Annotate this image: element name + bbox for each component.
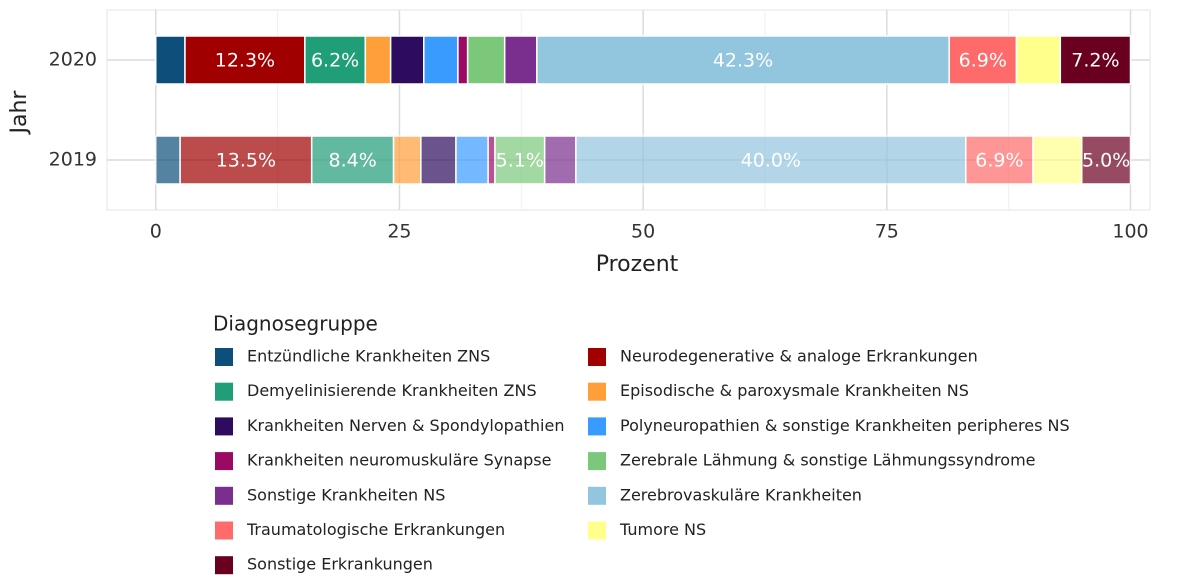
plot-frame	[106, 9, 1151, 211]
bar-segment	[455, 135, 489, 185]
bar-segment	[364, 35, 392, 85]
legend-label: Polyneuropathien & sonstige Krankheiten …	[620, 416, 1070, 435]
y-tick-label: 2020	[49, 49, 97, 71]
value-label: 40.0%	[741, 150, 801, 172]
legend-label: Entzündliche Krankheiten ZNS	[247, 347, 490, 366]
value-label: 13.5%	[216, 150, 276, 172]
bar-segment	[466, 35, 506, 85]
bar-segment	[1081, 135, 1132, 185]
x-tick-label: 100	[1112, 221, 1148, 243]
value-label: 12.3%	[215, 50, 275, 72]
legend-label: Sonstige Erkrankungen	[247, 555, 433, 574]
legend-swatch	[588, 486, 606, 505]
bar-segment	[503, 35, 538, 85]
bar-segment	[154, 135, 181, 185]
bar-group: 12.3% 6.2% 42.3% 6.9% 7.2%	[154, 35, 1132, 85]
bar-segment	[965, 135, 1034, 185]
legend-label: Krankheiten Nerven & Spondylopathien	[247, 416, 564, 435]
bar-segment	[543, 135, 577, 185]
bar-segment	[420, 135, 457, 185]
legend-swatch	[215, 521, 233, 540]
legend-label: Tumore NS	[619, 520, 706, 539]
value-label: 6.9%	[959, 50, 1007, 72]
bar-segment	[1032, 135, 1083, 185]
legend-label: Episodische & paroxysmale Krankheiten NS	[620, 381, 969, 400]
bar-segment	[179, 135, 313, 185]
legend-label: Zerebrale Lähmung & sonstige Lähmungssyn…	[620, 451, 1036, 470]
bar-segment	[1015, 35, 1062, 85]
y-axis-title: Jahr	[7, 90, 32, 136]
legend-label: Zerebrovaskuläre Krankheiten	[620, 485, 862, 504]
legend-swatch	[588, 452, 606, 471]
legend-swatch	[215, 556, 233, 575]
x-tick-label: 0	[150, 221, 162, 243]
bar-segment	[389, 35, 425, 85]
legend-swatch	[215, 382, 233, 401]
value-label: 5.1%	[496, 150, 544, 172]
bar-segment	[457, 35, 469, 85]
bar-segment	[154, 35, 186, 85]
bar-segment	[948, 35, 1018, 85]
legend-swatch	[588, 521, 606, 540]
bar-group: 13.5% 8.4% 5.1% 40.0% 6.9% 5.0%	[154, 135, 1132, 185]
legend-title: Diagnosegruppe	[213, 312, 378, 336]
bar-segment	[184, 35, 306, 85]
legend-label: Sonstige Krankheiten NS	[247, 485, 445, 504]
legend-swatch	[588, 348, 606, 366]
x-tick-label: 50	[631, 221, 655, 243]
legend-label: Demyelinisierende Krankheiten ZNS	[247, 381, 537, 400]
value-label: 5.0%	[1082, 150, 1130, 172]
legend-swatch	[215, 486, 233, 505]
legend-label: Traumatologische Erkrankungen	[246, 520, 505, 539]
legend-label: Krankheiten neuromuskuläre Synapse	[247, 451, 551, 470]
bar-segment	[392, 135, 422, 185]
bar-segment	[487, 135, 496, 185]
legend-label: Neurodegenerative & analoge Erkrankungen	[620, 347, 978, 366]
value-label: 42.3%	[713, 50, 773, 72]
legend-swatch	[215, 417, 233, 436]
value-label: 6.9%	[975, 150, 1023, 172]
value-label: 6.2%	[311, 50, 359, 72]
bar-segment	[423, 35, 459, 85]
x-axis-title: Prozent	[596, 252, 679, 277]
y-tick-label: 2019	[49, 149, 97, 171]
bar-segment	[1059, 35, 1132, 85]
legend-swatch	[215, 452, 233, 471]
x-tick-label: 25	[387, 221, 411, 243]
legend-swatch	[588, 417, 606, 436]
x-tick-label: 75	[875, 221, 899, 243]
value-label: 8.4%	[329, 150, 377, 172]
value-label: 7.2%	[1071, 50, 1119, 72]
legend-swatch	[588, 382, 606, 401]
legend-swatch	[215, 348, 233, 366]
bar-segment	[304, 35, 367, 85]
